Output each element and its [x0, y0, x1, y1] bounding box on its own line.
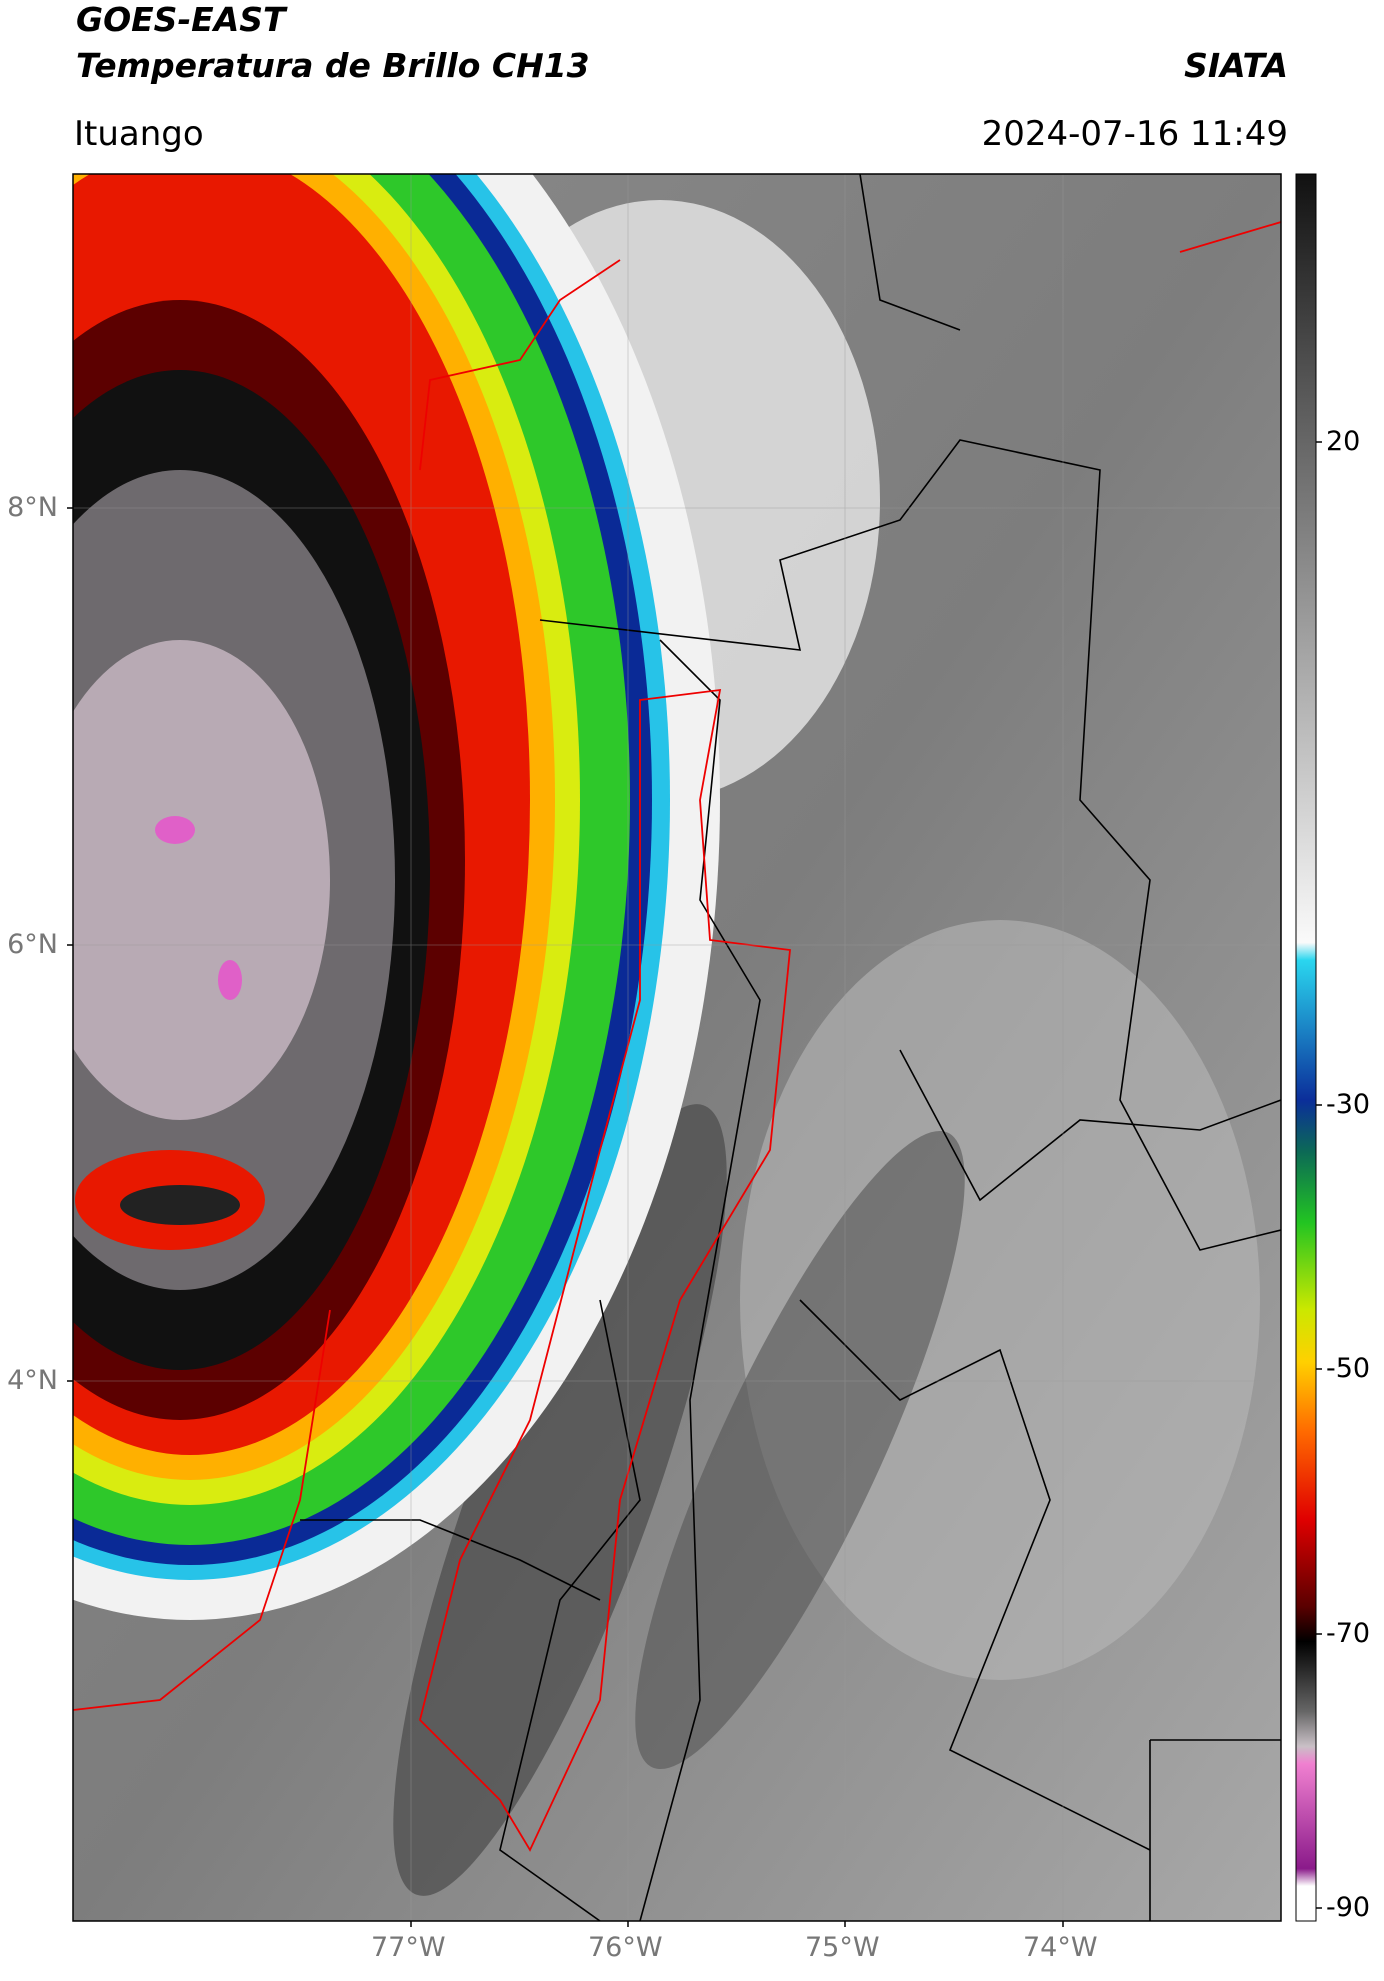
colorbar-label: 20 — [1326, 426, 1361, 457]
lon-label: 75°W — [805, 1932, 880, 1963]
lon-label: 76°W — [588, 1932, 663, 1963]
location: Ituango — [74, 114, 204, 154]
colorbar — [1295, 173, 1317, 1922]
colorbar-label: -90 — [1326, 1892, 1371, 1923]
colorbar-label: -30 — [1326, 1089, 1371, 1120]
lon-label: 77°W — [371, 1932, 446, 1963]
datetime: 2024-07-16 11:49 — [981, 114, 1288, 154]
lat-label: 8°N — [7, 492, 58, 523]
subtitle: Temperatura de Brillo CH13 — [76, 46, 590, 85]
source: SIATA — [1184, 46, 1288, 85]
lat-label: 4°N — [7, 1365, 58, 1396]
lat-label: 6°N — [7, 929, 58, 960]
colorbar-label: -70 — [1326, 1618, 1371, 1649]
colorbar-label: -50 — [1326, 1353, 1371, 1384]
lon-label: 74°W — [1023, 1932, 1098, 1963]
title: GOES-EAST — [76, 0, 286, 39]
